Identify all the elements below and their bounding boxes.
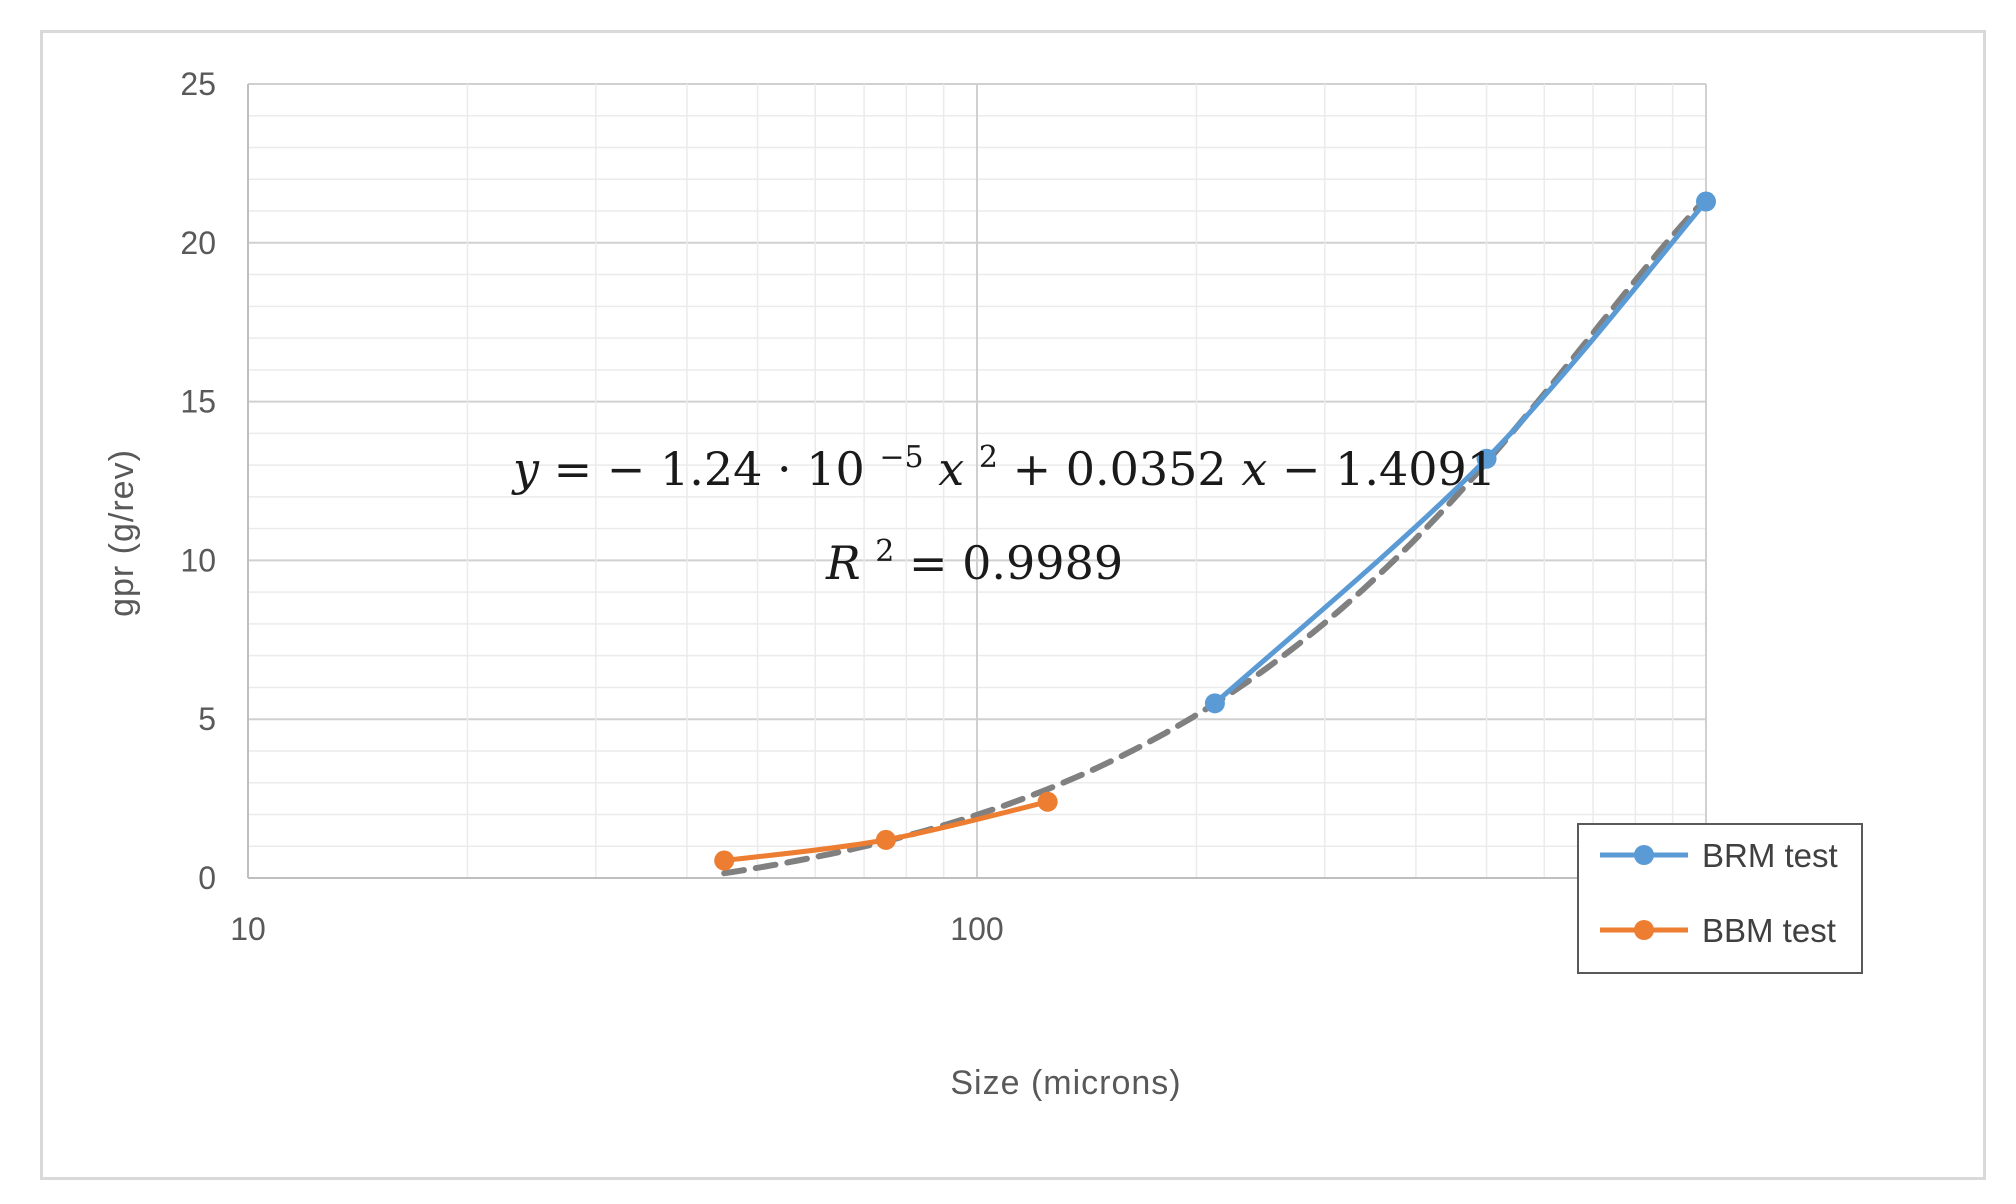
y-tick-label: 10 (180, 542, 216, 578)
data-point-brm-test (1204, 693, 1225, 714)
eq-x: x (938, 442, 964, 496)
data-point-bbm-test (1037, 791, 1058, 812)
r2-square: 2 (875, 534, 894, 569)
r2-r: R (825, 536, 861, 590)
data-point-brm-test (1476, 448, 1497, 469)
x-axis-title: Size (microns) (950, 1064, 1181, 1102)
r2-value: = 0.9989 (909, 536, 1123, 590)
data-point-brm-test (1696, 191, 1716, 212)
legend-box (1577, 823, 1863, 974)
legend-brm-marker (1634, 845, 1654, 865)
y-tick-label: 5 (198, 701, 216, 737)
eq-coef: 1.24 · 10 (660, 442, 865, 496)
x-tick-label: 100 (950, 911, 1003, 947)
eq-exponent: −5 (879, 440, 923, 475)
y-tick-label: 0 (198, 860, 216, 896)
grid (247, 83, 1707, 879)
legend-brm-label: BRM test (1702, 837, 1838, 874)
y-axis-title: gpr (g/rev) (103, 449, 141, 617)
y-tick-label: 15 (180, 384, 216, 420)
chart-svg: 0510152025101001000 Size (microns) gpr (… (103, 66, 1863, 1102)
r-squared: R 2 = 0.9989 (825, 518, 1123, 590)
y-tick-label: 20 (180, 225, 216, 261)
trendline-equation: y = − 1.24 · 10 −5 x 2 + 0.0352 x − 1.40… (511, 424, 1496, 496)
axes (247, 84, 1706, 879)
legend-item-bbm: BBM test (1600, 912, 1836, 949)
y-tick-label: 25 (180, 66, 216, 102)
chart-frame: 0510152025101001000 Size (microns) gpr (… (40, 30, 1986, 1180)
x-tick-label: 10 (230, 911, 266, 947)
data-point-bbm-test (875, 829, 896, 850)
data-point-bbm-test (714, 850, 735, 871)
eq-square: 2 (979, 440, 998, 475)
eq-rest2: − 1.4091 (1282, 442, 1496, 496)
legend: BRM test BBM test (1577, 823, 1863, 974)
eq-x2: x (1241, 442, 1267, 496)
eq-lhs: y (511, 442, 540, 496)
eq-equals: = (554, 442, 607, 496)
eq-rest1: + 0.0352 (1013, 442, 1227, 496)
series-layer (714, 191, 1716, 871)
legend-item-brm: BRM test (1600, 837, 1838, 874)
legend-bbm-label: BBM test (1702, 912, 1836, 949)
legend-bbm-marker (1634, 920, 1654, 940)
eq-minus: − (607, 442, 646, 496)
